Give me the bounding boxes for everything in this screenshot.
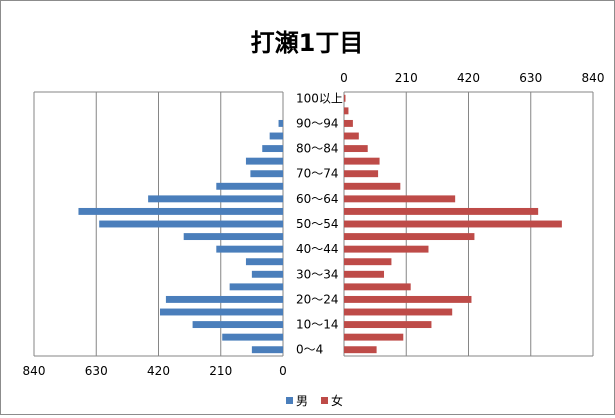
male-bar: [245, 258, 283, 266]
category-label: 100以上: [296, 91, 343, 105]
category-label: 60〜64: [296, 192, 339, 206]
male-bar: [78, 207, 283, 215]
female-bar: [344, 170, 379, 178]
category-label: 90〜94: [296, 116, 339, 130]
male-bar: [216, 182, 283, 190]
female-bar: [344, 245, 429, 253]
female-bar: [344, 321, 432, 329]
category-label: 0〜4: [296, 343, 323, 357]
category-labels: 0〜4 10〜14 20〜24 30〜34 40〜44 50〜54 60〜64 70〜74 80…: [296, 91, 343, 356]
female-bar: [344, 145, 368, 153]
male-bar: [262, 145, 283, 153]
male-bar: [251, 270, 283, 278]
legend-label: 男: [296, 394, 308, 408]
right-tick-label: 630: [519, 71, 542, 85]
female-bar: [344, 283, 411, 291]
left-tick-label: 420: [147, 364, 170, 378]
female-bar: [344, 107, 349, 115]
female-bar: [344, 195, 456, 203]
left-tick-label: 0: [279, 364, 287, 378]
male-bar: [159, 308, 283, 316]
female-bar: [344, 233, 475, 241]
male-bar: [250, 170, 283, 178]
male-bar: [192, 321, 283, 329]
female-bar: [344, 333, 404, 341]
category-label: 80〜84: [296, 142, 339, 156]
female-bar: [344, 207, 539, 215]
right-tick-label: 210: [395, 71, 418, 85]
male-bar: [278, 119, 283, 127]
legend: 男女: [286, 393, 343, 408]
male-bar: [165, 295, 283, 303]
axes: 840 630 420 210 0 0 210 420 630 840: [23, 71, 605, 378]
female-bar: [344, 308, 453, 316]
male-bar: [269, 132, 283, 140]
male-bar: [183, 233, 283, 241]
legend-swatch: [286, 397, 293, 404]
female-bar: [344, 94, 346, 102]
chart-title: 打瀬1丁目: [251, 29, 364, 57]
category-label: 30〜34: [296, 267, 339, 281]
female-bar: [344, 270, 385, 278]
female-bar: [344, 258, 392, 266]
left-tick-label: 840: [23, 364, 46, 378]
category-label: 40〜44: [296, 242, 339, 256]
female-bar: [344, 182, 401, 190]
right-tick-label: 420: [457, 71, 480, 85]
right-tick-label: 840: [582, 71, 605, 85]
left-tick-label: 630: [85, 364, 108, 378]
bars: [78, 94, 562, 354]
category-label: 50〜54: [296, 217, 339, 231]
category-label: 20〜24: [296, 292, 339, 306]
category-label: 10〜14: [296, 318, 339, 332]
legend-label: 女: [331, 393, 343, 408]
category-label: 70〜74: [296, 167, 339, 181]
female-bar: [344, 295, 472, 303]
female-bar: [344, 346, 377, 354]
male-bar: [229, 283, 283, 291]
male-bar: [251, 346, 283, 354]
male-bar: [148, 195, 283, 203]
left-tick-label: 210: [209, 364, 232, 378]
female-bar: [344, 132, 359, 140]
male-bar: [222, 333, 283, 341]
male-bar: [245, 157, 283, 165]
female-bar: [344, 220, 562, 228]
right-tick-label: 0: [340, 71, 348, 85]
female-bar: [344, 157, 380, 165]
male-bar: [99, 220, 283, 228]
male-bar: [216, 245, 283, 253]
legend-swatch: [321, 397, 328, 404]
female-bar: [344, 119, 353, 127]
